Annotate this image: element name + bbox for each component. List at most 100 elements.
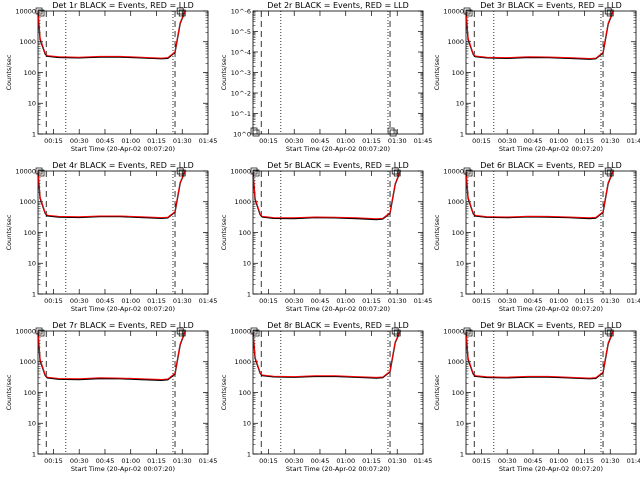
y-tick-label: 100	[239, 389, 251, 397]
y-tick-label: 100	[24, 69, 36, 77]
x-axis-label: Start Time (20-Apr-02 00:07:20)	[499, 145, 603, 153]
marker-square	[35, 327, 43, 335]
marker-square	[35, 167, 43, 175]
marker-square	[176, 7, 184, 15]
marker-square	[252, 169, 260, 177]
x-tick-label: 01:30	[601, 137, 620, 145]
marker-square	[465, 329, 473, 337]
marker-square	[463, 167, 471, 175]
x-tick-label: 00:15	[259, 137, 278, 145]
series-lld-line	[465, 170, 614, 219]
y-tick-label: 1	[32, 290, 36, 298]
series-lld-line	[465, 10, 614, 60]
series-lld-line	[252, 170, 401, 220]
plot-frame	[252, 330, 424, 455]
series-lld-line	[465, 330, 614, 379]
y-tick-label: 100	[452, 389, 464, 397]
x-tick-label: 00:30	[498, 137, 517, 145]
series-events-line	[465, 170, 614, 220]
x-tick-label: 01:45	[199, 457, 218, 465]
x-tick-label: 00:30	[285, 137, 304, 145]
y-tick-label: 10^-3	[231, 69, 251, 77]
x-tick-label: 00:15	[259, 297, 278, 305]
x-tick-label: 00:45	[96, 457, 115, 465]
marker-square	[178, 169, 186, 177]
marker-square	[37, 9, 45, 17]
y-axis-label: Counts/sec	[5, 214, 13, 250]
x-tick-label: 00:30	[285, 457, 304, 465]
marker-square	[606, 169, 614, 177]
marker-square	[606, 9, 614, 17]
series-events-line	[252, 170, 401, 221]
panel-title: Det 8r BLACK = Events, RED = LLD	[267, 321, 409, 330]
panel-title: Det 4r BLACK = Events, RED = LLD	[52, 161, 194, 170]
plot-frame	[252, 10, 424, 135]
marker-square	[35, 7, 43, 15]
marker-square	[252, 329, 260, 337]
y-tick-label: 10	[28, 420, 36, 428]
panel-title: Det 2r BLACK = Events, RED = LLD	[267, 1, 409, 10]
x-tick-label: 01:15	[147, 297, 166, 305]
marker-square	[176, 327, 184, 335]
panel-5: Det 5r BLACK = Events, RED = LLD 1 10 100 10…	[220, 161, 432, 313]
series-lld-line	[252, 330, 401, 378]
x-tick-label: 01:00	[549, 297, 568, 305]
y-tick-label: 10	[456, 260, 464, 268]
x-tick-label: 01:45	[627, 137, 640, 145]
x-axis-label: Start Time (20-Apr-02 00:07:20)	[286, 465, 390, 473]
x-axis-label: Start Time (20-Apr-02 00:07:20)	[71, 465, 175, 473]
y-tick-label: 10000	[230, 327, 251, 335]
y-tick-label: 1000	[447, 198, 464, 206]
x-tick-label: 01:00	[336, 457, 355, 465]
x-axis-label: Start Time (20-Apr-02 00:07:20)	[71, 145, 175, 153]
x-tick-label: 00:45	[311, 137, 330, 145]
x-tick-label: 00:45	[311, 457, 330, 465]
y-axis-label: Counts/sec	[433, 54, 441, 90]
marker-square	[393, 329, 401, 337]
panel-title: Det 1r BLACK = Events, RED = LLD	[52, 1, 194, 10]
marker-square	[389, 129, 397, 137]
y-tick-label: 100	[452, 229, 464, 237]
y-tick-label: 1	[460, 130, 464, 138]
marker-square	[465, 9, 473, 17]
x-tick-label: 00:30	[498, 457, 517, 465]
series-lld-line	[37, 170, 186, 219]
x-tick-label: 01:15	[147, 457, 166, 465]
y-tick-label: 10000	[443, 167, 464, 175]
plot-frame	[465, 330, 637, 455]
y-tick-label: 10000	[443, 327, 464, 335]
x-tick-label: 01:15	[575, 457, 594, 465]
x-tick-label: 01:30	[173, 297, 192, 305]
x-axis-label: Start Time (20-Apr-02 00:07:20)	[499, 465, 603, 473]
x-tick-label: 00:45	[311, 297, 330, 305]
y-axis-label: Counts/sec	[220, 374, 228, 410]
panel-title: Det 7r BLACK = Events, RED = LLD	[52, 321, 194, 330]
y-tick-label: 1	[247, 450, 251, 458]
y-tick-label: 10000	[15, 167, 36, 175]
panel-7: Det 7r BLACK = Events, RED = LLD 1 10 100 10…	[5, 321, 217, 473]
series-events-line	[465, 330, 614, 380]
panel-2: Det 2r BLACK = Events, RED = LLD 10^0 10^-…	[220, 1, 432, 153]
y-tick-label: 1000	[19, 358, 36, 366]
x-tick-label: 00:15	[259, 457, 278, 465]
plot-frame	[37, 170, 209, 295]
x-tick-label: 01:30	[601, 457, 620, 465]
x-tick-label: 01:15	[575, 137, 594, 145]
y-tick-label: 10	[28, 100, 36, 108]
x-axis-label: Start Time (20-Apr-02 00:07:20)	[499, 305, 603, 313]
x-tick-label: 01:00	[336, 137, 355, 145]
x-tick-label: 01:15	[362, 457, 381, 465]
panel-3: Det 3r BLACK = Events, RED = LLD 1 10 100 10…	[433, 1, 640, 153]
marker-square	[250, 167, 258, 175]
series-events-line	[465, 10, 614, 60]
y-tick-label: 100	[24, 229, 36, 237]
marker-square	[252, 129, 260, 137]
series-lld-line	[37, 330, 186, 381]
panel-6: Det 6r BLACK = Events, RED = LLD 1 10 100 10…	[433, 161, 640, 313]
marker-square	[37, 169, 45, 177]
y-tick-label: 10	[456, 100, 464, 108]
x-tick-label: 00:15	[472, 297, 491, 305]
marker-square	[391, 327, 399, 335]
series-events-line	[37, 170, 186, 220]
marker-square	[606, 329, 614, 337]
